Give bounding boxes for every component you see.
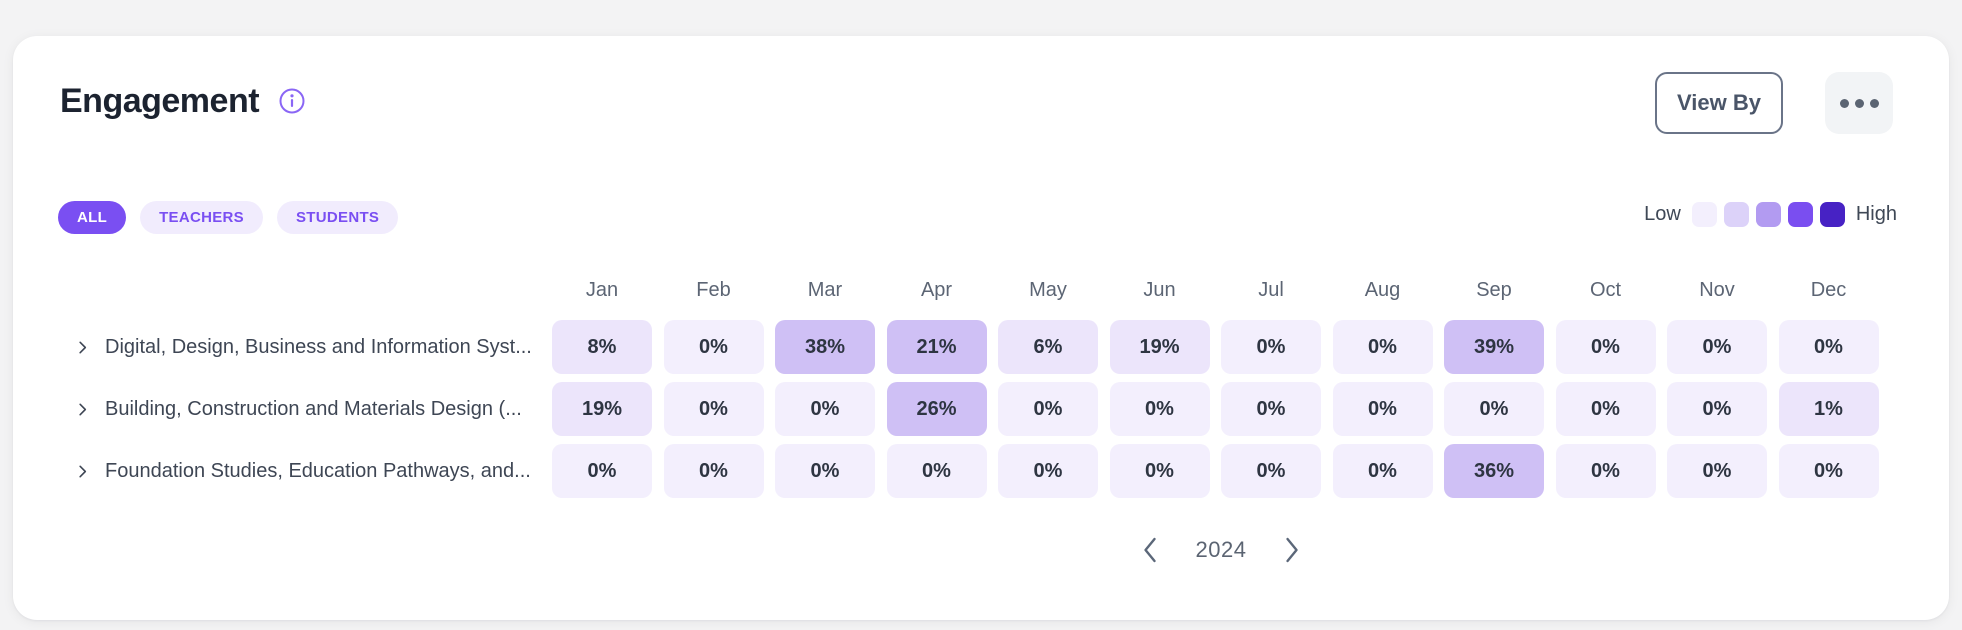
- month-header-jul: Jul: [1258, 279, 1284, 301]
- heatmap-cell-r1-jan[interactable]: 19%: [552, 382, 652, 436]
- heatmap-cell-r0-jun[interactable]: 19%: [1109, 320, 1210, 374]
- heatmap-cell-r0-apr[interactable]: 21%: [886, 320, 987, 374]
- heatmap-cell-r2-nov[interactable]: 0%: [1667, 444, 1767, 498]
- legend-swatch: [1787, 201, 1813, 227]
- year-label: 2024: [1195, 537, 1247, 562]
- heatmap-cell-r2-apr[interactable]: 0%: [886, 444, 987, 498]
- month-header-dec: Dec: [1810, 279, 1847, 301]
- heatmap-cell-r2-aug[interactable]: 0%: [1332, 444, 1433, 498]
- header-actions: View By: [1655, 72, 1893, 134]
- heatmap-cell-r2-oct[interactable]: 0%: [1555, 444, 1656, 498]
- heatmap: Jan Feb Mar Apr May Jun Jul Aug Sep Oct Nov Dec Digi…: [75, 268, 1890, 498]
- heatmap-cell-r2-mar[interactable]: 0%: [775, 444, 875, 498]
- heatmap-row-label[interactable]: Building, Construction and Materials Des…: [75, 398, 552, 421]
- legend-swatch: [1723, 201, 1749, 227]
- heatmap-cell-r1-sep[interactable]: 0%: [1444, 382, 1544, 436]
- filter-tab-students[interactable]: STUDENTS: [276, 201, 399, 234]
- heatmap-cell-r1-jul[interactable]: 0%: [1221, 382, 1321, 436]
- month-header-nov: Nov: [1699, 279, 1735, 301]
- heatmap-cell-r2-feb[interactable]: 0%: [663, 444, 764, 498]
- heatmap-cell-r0-may[interactable]: 6%: [998, 320, 1098, 374]
- heatmap-cell-r2-jan[interactable]: 0%: [552, 444, 652, 498]
- page-title: Engagement: [60, 81, 260, 120]
- more-options-button[interactable]: [1825, 72, 1893, 134]
- view-by-button[interactable]: View By: [1655, 72, 1783, 134]
- legend-swatch: [1819, 201, 1845, 227]
- heatmap-cell-r1-jun[interactable]: 0%: [1109, 382, 1210, 436]
- engagement-card: Engagement View By ALL TEACHERS STUDENTS L…: [13, 36, 1949, 620]
- heatmap-row-label[interactable]: Digital, Design, Business and Informatio…: [75, 336, 552, 359]
- previous-year-button[interactable]: [1138, 535, 1164, 565]
- heatmap-cell-r1-dec[interactable]: 1%: [1778, 382, 1879, 436]
- heatmap-cell-r0-jan[interactable]: 8%: [552, 320, 652, 374]
- heatmap-cell-r0-dec[interactable]: 0%: [1778, 320, 1879, 374]
- heatmap-cell-r2-dec[interactable]: 0%: [1778, 444, 1879, 498]
- heatmap-cell-r2-jun[interactable]: 0%: [1109, 444, 1210, 498]
- legend-swatches: [1691, 201, 1845, 227]
- month-header-feb: Feb: [696, 279, 731, 301]
- heatmap-cell-r1-oct[interactable]: 0%: [1555, 382, 1656, 436]
- filter-tab-all[interactable]: ALL: [58, 201, 127, 234]
- chevron-right-icon[interactable]: [75, 340, 90, 355]
- legend-swatch: [1691, 201, 1717, 227]
- heatmap-cell-r1-nov[interactable]: 0%: [1667, 382, 1767, 436]
- heatmap-cell-r0-aug[interactable]: 0%: [1332, 320, 1433, 374]
- legend-high-label: High: [1855, 202, 1897, 225]
- heatmap-cell-r0-mar[interactable]: 38%: [775, 320, 875, 374]
- row-label-text: Building, Construction and Materials Des…: [105, 397, 522, 420]
- card-header: Engagement: [60, 81, 305, 121]
- month-header-aug: Aug: [1364, 279, 1401, 301]
- heatmap-row-label[interactable]: Foundation Studies, Education Pathways, …: [75, 460, 552, 483]
- filter-tab-teachers[interactable]: TEACHERS: [140, 201, 263, 234]
- heatmap-cell-r0-oct[interactable]: 0%: [1555, 320, 1656, 374]
- heatmap-cell-r1-aug[interactable]: 0%: [1332, 382, 1433, 436]
- heatmap-cell-r2-may[interactable]: 0%: [998, 444, 1098, 498]
- ellipsis-icon: [1854, 98, 1864, 108]
- month-header-may: May: [1029, 279, 1067, 301]
- legend-low-label: Low: [1644, 202, 1681, 225]
- heatmap-cell-r0-nov[interactable]: 0%: [1667, 320, 1767, 374]
- month-header-oct: Oct: [1589, 279, 1622, 301]
- info-icon[interactable]: [279, 88, 305, 114]
- month-header-jun: Jun: [1143, 279, 1176, 301]
- heatmap-cell-r1-feb[interactable]: 0%: [663, 382, 764, 436]
- year-pager: 2024: [1138, 528, 1305, 572]
- month-header-jan: Jan: [585, 279, 619, 301]
- month-header-sep: Sep: [1476, 279, 1512, 301]
- heatmap-cell-r0-jul[interactable]: 0%: [1221, 320, 1321, 374]
- chevron-right-icon[interactable]: [75, 402, 90, 417]
- heatmap-cell-r1-mar[interactable]: 0%: [775, 382, 875, 436]
- heatmap-cell-r2-sep[interactable]: 36%: [1444, 444, 1544, 498]
- row-label-text: Digital, Design, Business and Informatio…: [105, 335, 532, 358]
- month-header-mar: Mar: [807, 279, 843, 301]
- filter-tabs: ALL TEACHERS STUDENTS: [58, 201, 399, 234]
- ellipsis-icon: [1869, 98, 1879, 108]
- month-header-apr: Apr: [920, 279, 953, 301]
- next-year-button[interactable]: [1278, 535, 1304, 565]
- chevron-right-icon[interactable]: [75, 464, 90, 479]
- heatmap-cell-r0-feb[interactable]: 0%: [663, 320, 764, 374]
- heatmap-cell-r2-jul[interactable]: 0%: [1221, 444, 1321, 498]
- heatmap-cell-r0-sep[interactable]: 39%: [1444, 320, 1544, 374]
- heatmap-cell-r1-apr[interactable]: 26%: [886, 382, 987, 436]
- heatmap-legend: Low High: [1644, 200, 1897, 228]
- ellipsis-icon: [1839, 98, 1849, 108]
- legend-swatch: [1755, 201, 1781, 227]
- heatmap-cell-r1-may[interactable]: 0%: [998, 382, 1098, 436]
- row-label-text: Foundation Studies, Education Pathways, …: [105, 459, 531, 482]
